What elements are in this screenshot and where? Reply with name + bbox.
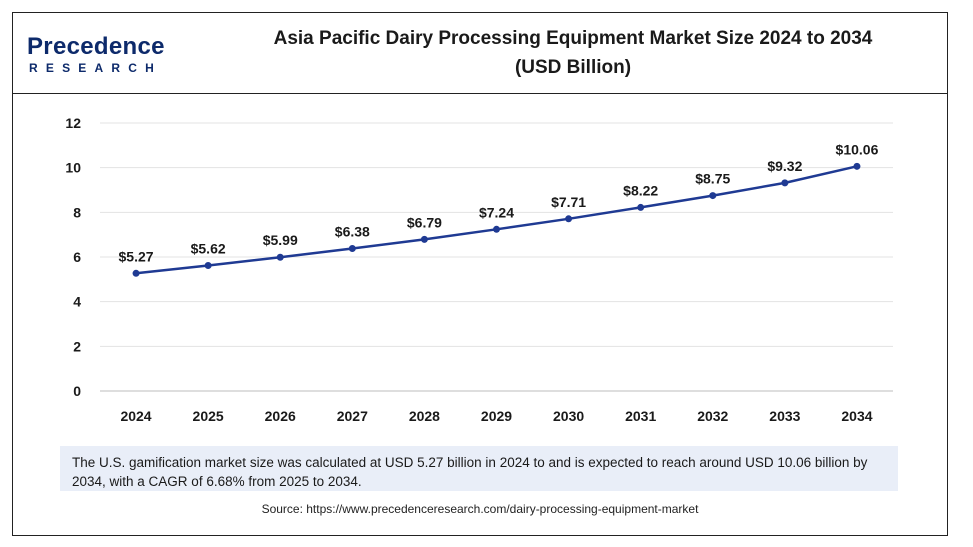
data-point [276, 253, 284, 261]
y-tick-label: 2 [73, 338, 81, 354]
x-tick-label: 2034 [841, 408, 872, 424]
data-label: $5.62 [191, 240, 226, 256]
data-point [709, 192, 717, 200]
data-label: $7.71 [551, 194, 586, 210]
data-point [781, 179, 789, 187]
logo-subtitle: RESEARCH [29, 61, 162, 75]
y-tick-label: 10 [65, 160, 81, 176]
x-tick-label: 2031 [625, 408, 656, 424]
brand-logo: Precedence RESEARCH [27, 33, 177, 83]
data-point [204, 261, 212, 269]
line-chart: 0 2 4 6 8 10 12 2024 2025 2026 2027 2028 2029 2030 203… [65, 115, 893, 424]
data-label: $8.75 [695, 171, 730, 187]
chart-title-line2: (USD Billion) [514, 57, 632, 78]
data-label: $10.06 [836, 141, 879, 157]
header: Precedence RESEARCH Asia Pacific Dairy P… [13, 13, 947, 94]
y-tick-label: 4 [73, 294, 81, 310]
data-point [853, 162, 861, 170]
chart-title: Asia Pacific Dairy Processing Equipment … [213, 24, 933, 82]
data-label: $9.32 [767, 158, 802, 174]
chart-title-line1: Asia Pacific Dairy Processing Equipment … [273, 28, 873, 49]
summary-note: The U.S. gamification market size was ca… [60, 446, 898, 491]
y-tick-label: 8 [73, 204, 81, 220]
x-tick-label: 2029 [481, 408, 512, 424]
data-point [637, 203, 645, 211]
data-label: $5.99 [263, 232, 298, 248]
data-point [348, 245, 356, 253]
data-label: $8.22 [623, 182, 658, 198]
data-label: $6.79 [407, 214, 442, 230]
x-tick-label: 2027 [337, 408, 368, 424]
data-point [132, 269, 140, 277]
infographic-frame: Precedence RESEARCH Asia Pacific Dairy P… [12, 12, 948, 536]
data-label: $6.38 [335, 224, 370, 240]
x-tick-label: 2030 [553, 408, 584, 424]
y-tick-label: 0 [73, 383, 81, 399]
logo-wordmark: Precedence [27, 33, 165, 60]
x-tick-label: 2025 [193, 408, 224, 424]
x-tick-label: 2024 [120, 408, 151, 424]
data-label: $5.27 [119, 248, 154, 264]
x-tick-label: 2033 [769, 408, 800, 424]
data-point [565, 215, 573, 223]
data-label: $7.24 [479, 204, 514, 220]
source-citation: Source: https://www.precedenceresearch.c… [261, 502, 699, 516]
data-point [493, 225, 500, 233]
data-point [420, 235, 428, 243]
x-tick-label: 2026 [265, 408, 296, 424]
x-tick-label: 2028 [409, 408, 440, 424]
y-tick-label: 12 [65, 115, 81, 131]
x-tick-label: 2032 [697, 408, 728, 424]
y-tick-label: 6 [73, 249, 81, 265]
